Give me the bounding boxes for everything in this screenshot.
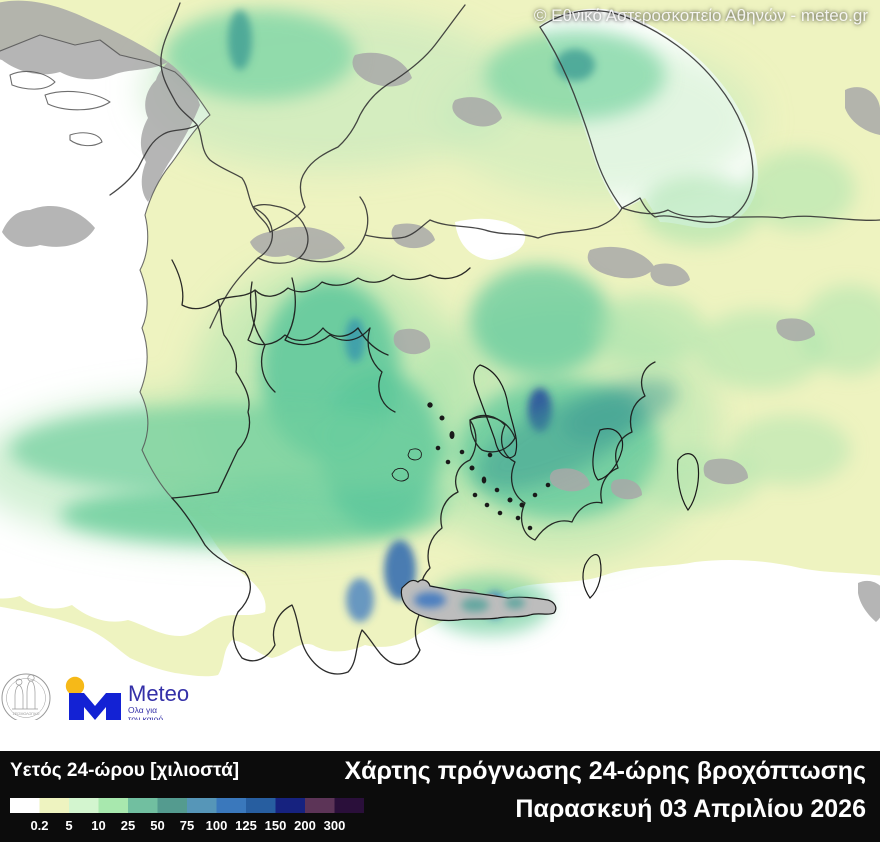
svg-text:10: 10 <box>91 818 105 833</box>
svg-text:150: 150 <box>265 818 287 833</box>
svg-text:Meteo: Meteo <box>128 681 189 706</box>
svg-text:200: 200 <box>294 818 316 833</box>
svg-text:25: 25 <box>121 818 135 833</box>
svg-text:125: 125 <box>235 818 257 833</box>
svg-text:τον καιρό: τον καιρό <box>128 714 163 720</box>
svg-text:75: 75 <box>180 818 194 833</box>
svg-text:300: 300 <box>324 818 346 833</box>
svg-text:5: 5 <box>65 818 72 833</box>
svg-text:0.2: 0.2 <box>30 818 48 833</box>
svg-text:50: 50 <box>150 818 164 833</box>
svg-text:100: 100 <box>206 818 228 833</box>
svg-text:ΣΕΙΣΜΟΛΟΓΙΚΟ: ΣΕΙΣΜΟΛΟΓΙΚΟ <box>13 712 40 716</box>
